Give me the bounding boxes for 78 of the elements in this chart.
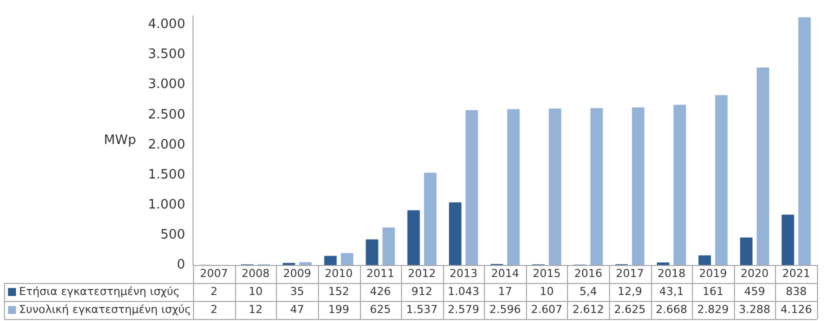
data-label: 161 [702, 284, 724, 298]
data-label: 10 [540, 284, 554, 298]
data-label: 3.288 [738, 302, 770, 316]
x-tick-label: 2013 [450, 266, 478, 280]
y-tick-label: 4.000 [148, 17, 186, 32]
data-label: 625 [370, 302, 391, 316]
data-label: 5,4 [580, 284, 598, 298]
x-tick-label: 2021 [782, 266, 810, 280]
y-tick-label: 1.000 [148, 197, 186, 212]
bar [407, 210, 420, 265]
bar [382, 227, 395, 265]
y-tick-label: 1.500 [148, 167, 186, 182]
x-tick-label: 2018 [657, 266, 686, 280]
bar [656, 262, 670, 265]
x-tick-label: 2010 [324, 266, 353, 280]
data-label: 459 [744, 284, 766, 298]
data-label: 1.043 [448, 284, 480, 298]
data-label: 17 [498, 284, 512, 298]
data-label: 1.537 [406, 302, 438, 316]
data-label: 4.126 [780, 302, 812, 316]
data-label: 2.625 [614, 302, 646, 316]
bar [698, 255, 711, 265]
bar [424, 172, 436, 265]
data-label: 426 [370, 284, 391, 298]
data-label: 912 [411, 284, 432, 298]
bar [466, 110, 478, 265]
data-label: 47 [290, 302, 304, 316]
bar [299, 262, 312, 265]
data-label: 838 [786, 284, 807, 298]
data-label: 2.579 [448, 302, 480, 316]
bar [782, 214, 794, 265]
bar [590, 108, 603, 265]
data-label: 10 [248, 284, 263, 298]
bar [798, 17, 811, 265]
data-label: 2.596 [489, 302, 521, 316]
data-label: 2.668 [656, 302, 688, 316]
data-label: 12 [248, 302, 263, 316]
bar [740, 237, 753, 265]
legend-label: Ετήσια εγκατεστημένη ισχύς [19, 284, 180, 298]
y-tick-label: 2.500 [148, 107, 186, 122]
data-label: 2 [210, 284, 218, 298]
x-tick-label: 2012 [408, 266, 436, 280]
y-tick-label: 2.000 [148, 137, 186, 152]
legend-label: Συνολική εγκατεστημένη ισχύς [19, 302, 192, 316]
x-tick-label: 2015 [532, 266, 561, 280]
bar [632, 107, 644, 265]
x-tick-label: 2007 [200, 266, 228, 280]
data-label: 43,1 [659, 284, 684, 298]
y-tick-label: 500 [160, 227, 186, 242]
x-tick-label: 2017 [616, 266, 644, 280]
y-tick-label: 3.000 [148, 77, 186, 92]
x-tick-label: 2009 [283, 266, 312, 280]
y-tick-label: 3.500 [148, 47, 186, 62]
bar [448, 202, 462, 265]
bar [507, 109, 520, 265]
x-tick-label: 2019 [699, 266, 728, 280]
bar [756, 68, 770, 265]
bar [674, 104, 686, 265]
x-tick-label: 2020 [740, 266, 769, 280]
y-tick-label: 0 [176, 257, 186, 272]
data-label: 2.612 [572, 302, 604, 316]
data-label: 2.607 [530, 302, 562, 316]
data-label: 152 [328, 284, 350, 298]
bar [548, 108, 562, 265]
data-label: 12,9 [618, 284, 642, 298]
data-label: 199 [328, 302, 350, 316]
y-axis-title: MWp [104, 132, 136, 148]
data-label: 2.829 [697, 302, 729, 316]
bar [366, 239, 378, 265]
bar [324, 256, 337, 265]
x-tick-label: 2008 [242, 266, 270, 280]
data-label: 2 [210, 302, 218, 316]
x-tick-label: 2016 [574, 266, 602, 280]
x-tick-label: 2011 [366, 266, 394, 280]
x-tick-label: 2014 [491, 266, 520, 280]
bar [340, 253, 354, 265]
data-label: 35 [290, 284, 304, 298]
bar [715, 95, 728, 265]
